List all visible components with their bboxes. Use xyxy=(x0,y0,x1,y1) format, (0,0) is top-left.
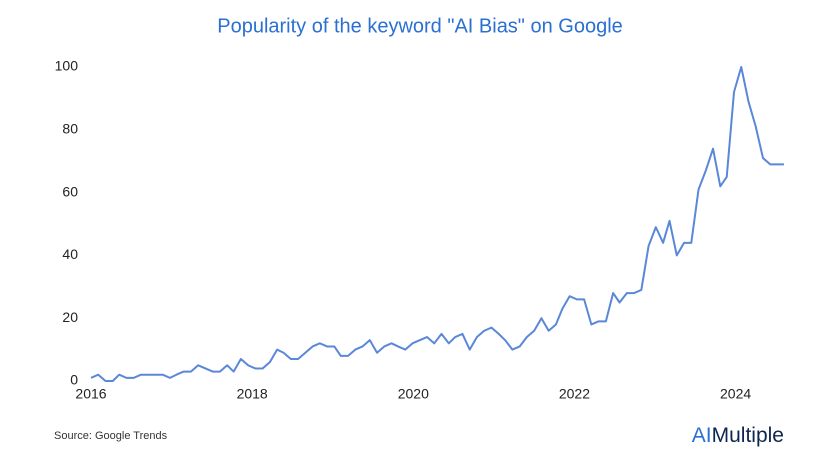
chart-title: Popularity of the keyword "AI Bias" on G… xyxy=(217,15,623,37)
x-tick-label: 2018 xyxy=(237,386,268,402)
logo: AIMultiple xyxy=(692,424,784,447)
logo-part: AI xyxy=(692,424,712,447)
x-tick-label: 2022 xyxy=(559,386,590,402)
y-tick-label: 40 xyxy=(62,246,78,262)
y-tick-label: 80 xyxy=(62,121,78,137)
line-series xyxy=(90,66,784,382)
y-tick-label: 20 xyxy=(62,309,78,325)
y-tick-label: 0 xyxy=(70,372,78,388)
y-tick-label: 100 xyxy=(55,58,79,74)
source-note: Source: Google Trends xyxy=(54,430,168,442)
x-tick-label: 2020 xyxy=(398,386,429,402)
x-tick-label: 2016 xyxy=(75,386,106,402)
logo-part: Multiple xyxy=(712,424,784,447)
x-tick-label: 2024 xyxy=(720,386,751,402)
y-tick-label: 60 xyxy=(62,183,78,199)
